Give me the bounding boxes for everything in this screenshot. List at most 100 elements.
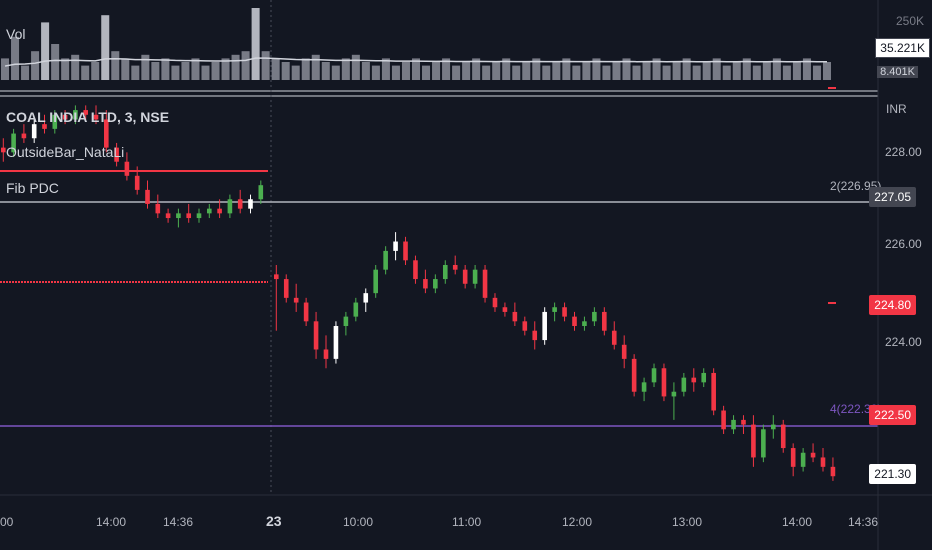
price-tick: 228.00	[885, 145, 922, 159]
candle-body	[52, 114, 58, 129]
candle-body	[631, 358, 637, 392]
candle-body	[83, 110, 88, 115]
volume-bar	[311, 54, 320, 80]
candle-body	[363, 293, 369, 303]
volume-bar	[301, 58, 310, 80]
time-tick: 14:36	[848, 515, 879, 529]
volume-bar	[782, 65, 791, 80]
candle-body	[217, 208, 222, 214]
volume-bar	[582, 62, 591, 80]
candle-body	[227, 199, 233, 214]
volume-bar	[31, 51, 40, 80]
candle-body	[353, 302, 359, 317]
volume-bar	[562, 58, 571, 80]
candle-body	[104, 119, 109, 148]
volume-bar	[722, 65, 731, 80]
volume-scale-mid: 8.401K	[877, 66, 918, 78]
candle-body	[333, 326, 339, 359]
volume-bar	[391, 65, 400, 80]
volume-bar	[662, 65, 671, 80]
volume-bar	[542, 65, 551, 80]
volume-bar	[261, 51, 270, 80]
volume-bar	[381, 58, 390, 80]
volume-bar	[191, 58, 200, 80]
volume-bar	[512, 65, 521, 80]
volume-bar	[652, 58, 661, 80]
candle-body	[207, 208, 212, 214]
symbol-title[interactable]: COAL INDIA LTD, 3, NSE	[6, 109, 170, 125]
volume-bar	[221, 58, 230, 80]
volume-bar	[532, 58, 541, 80]
candle-body	[721, 410, 726, 430]
volume-bar	[161, 58, 170, 80]
candle-body	[293, 297, 299, 303]
volume-bar	[141, 54, 150, 80]
candle-body	[124, 161, 130, 176]
candle-body	[303, 302, 309, 322]
candle-body	[681, 377, 687, 392]
candle-body	[651, 368, 657, 383]
volume-bar	[452, 65, 461, 80]
price-badge-227-05: 227.05	[869, 187, 916, 207]
candle-body	[62, 114, 68, 120]
candle-body	[73, 110, 78, 120]
price-badge-224-80: 224.80	[869, 295, 916, 315]
time-tick: 14:00	[96, 515, 127, 529]
volume-bar	[111, 51, 120, 80]
volume-bar	[502, 58, 511, 80]
candle-body	[258, 185, 264, 200]
candle-body	[413, 260, 418, 280]
candle-body	[403, 241, 408, 261]
volume-bar	[331, 65, 340, 80]
indicator-outsidebar-label[interactable]: OutsideBar_NataLi	[6, 144, 125, 160]
volume-bar	[742, 58, 751, 80]
candle-body	[602, 311, 607, 331]
candle-body	[462, 269, 468, 284]
volume-bar	[121, 58, 130, 80]
price-tick: 224.00	[885, 335, 922, 349]
candle-body	[114, 147, 119, 162]
time-tick: 13:00	[672, 515, 703, 529]
volume-bar	[321, 62, 330, 80]
volume-bar	[802, 58, 811, 80]
volume-bar	[271, 58, 280, 80]
candle-body	[155, 203, 161, 214]
volume-bar	[251, 8, 260, 80]
candle-body	[196, 213, 202, 219]
candle-body	[810, 452, 816, 458]
volume-bar	[341, 58, 350, 80]
volume-bar	[61, 58, 70, 80]
volume-bar	[522, 62, 531, 80]
candle-body	[31, 124, 37, 139]
candle-body	[731, 419, 736, 430]
volume-bar	[482, 65, 491, 80]
candle-body	[283, 279, 289, 298]
candle-body	[176, 213, 181, 219]
volume-bar	[11, 36, 20, 80]
candle-body	[323, 349, 329, 359]
volume-ma-line	[4, 57, 827, 67]
volume-bar	[371, 65, 380, 80]
candle-body	[93, 114, 99, 120]
price-badge-221-30: 221.30	[869, 464, 916, 484]
candle-body	[373, 269, 378, 294]
indicator-fib-pdc-label[interactable]: Fib PDC	[6, 180, 59, 196]
candle-body	[512, 311, 518, 322]
candle-body	[21, 133, 27, 139]
candle-body	[691, 377, 697, 383]
candle-body	[661, 368, 667, 397]
candle-body	[472, 269, 478, 284]
time-tick: 14:00	[782, 515, 813, 529]
candle-body	[442, 264, 448, 280]
volume-bar	[442, 58, 451, 80]
volume-bar	[472, 58, 481, 80]
candle-body	[611, 330, 617, 345]
candle-body	[790, 448, 796, 467]
volume-bar	[592, 58, 601, 80]
volume-bar	[462, 62, 471, 80]
candle-body	[820, 457, 826, 467]
candle-body	[711, 372, 716, 411]
volume-bar	[151, 62, 160, 80]
volume-bar	[281, 62, 290, 80]
